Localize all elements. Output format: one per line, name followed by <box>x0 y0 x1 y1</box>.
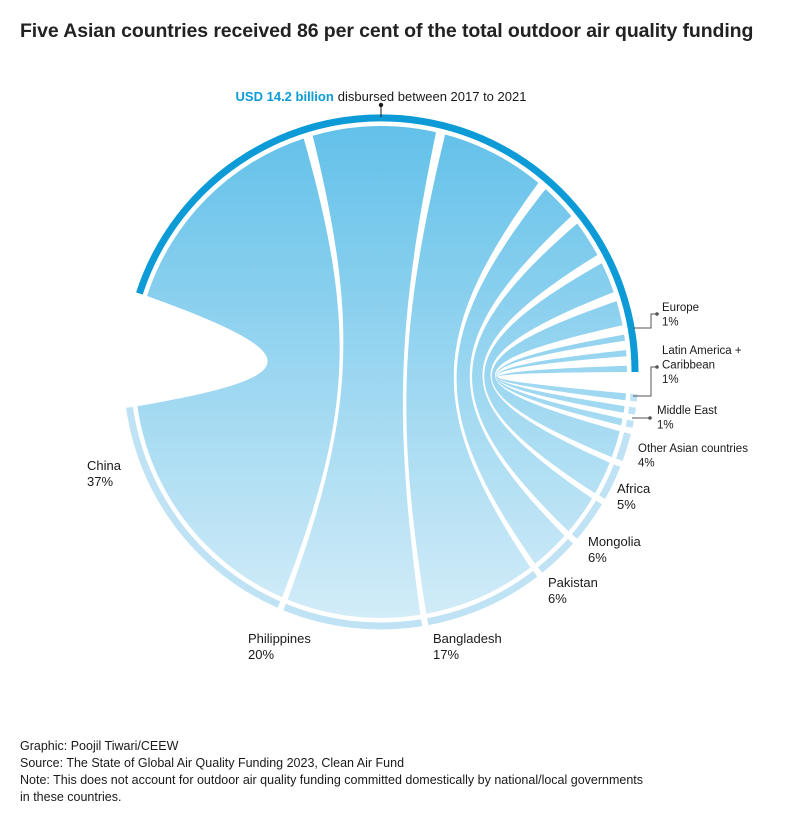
label-europe-value: 1% <box>662 317 679 329</box>
arc-bangladesh <box>427 571 538 626</box>
ribbons-group <box>137 125 627 618</box>
footer-note-line1: Note: This does not account for outdoor … <box>20 773 644 787</box>
ribbon-mongolia <box>472 223 598 532</box>
footer-note-line2: in these countries. <box>20 790 122 804</box>
label-pakistan-value: 6% <box>548 591 567 606</box>
ribbon-africa <box>484 263 614 494</box>
chord-chart: USD 14.2 billion disbursed between 2017 t… <box>87 89 748 662</box>
labels-group: China 37% Philippines 20% Bangladesh 17% Pakis… <box>87 302 748 662</box>
label-china-name: China <box>87 458 122 473</box>
source-total-arc <box>136 114 639 373</box>
label-mongolia-value: 6% <box>588 550 607 565</box>
label-latin-america-caribbean-value: 1% <box>662 374 679 386</box>
total-label-rest: disbursed between 2017 to 2021 <box>338 89 527 104</box>
label-other-asian-countries-value: 4% <box>638 458 655 470</box>
label-china: China 37% <box>87 458 122 489</box>
total-marker-dot <box>378 102 384 108</box>
label-africa: Africa 5% <box>617 481 651 512</box>
leader-dot-latin-america-caribbean <box>655 365 659 369</box>
arc-europe <box>629 393 638 402</box>
label-philippines: Philippines 20% <box>248 631 311 662</box>
label-latin-america-caribbean-name: Latin America + <box>662 345 742 357</box>
label-mongolia-name: Mongolia <box>588 534 642 549</box>
ribbon-bangladesh <box>406 134 539 614</box>
footer-graphic-credit: Graphic: Poojil Tiwari/CEEW <box>20 739 179 753</box>
total-label: USD 14.2 billion disbursed between 2017 t… <box>236 89 527 104</box>
label-other-asian-countries-name: Other Asian countries <box>638 443 748 455</box>
arc-pakistan <box>537 538 574 573</box>
total-label-highlight: USD 14.2 billion <box>236 89 334 104</box>
total-marker <box>378 102 384 117</box>
label-middle-east: Middle East 1% <box>657 405 718 432</box>
label-africa-name: Africa <box>617 481 651 496</box>
label-europe: Europe 1% <box>662 302 699 329</box>
arc-china <box>126 406 281 608</box>
label-latin-america-caribbean: Latin America + Caribbean 1% <box>662 345 742 386</box>
ribbon-pakistan <box>456 189 572 564</box>
leader-dot-europe <box>655 312 659 316</box>
leader-dot-middle-east <box>648 416 652 420</box>
arc-middle-east <box>625 419 634 428</box>
label-middle-east-name: Middle East <box>657 405 718 417</box>
ribbon-middle-east <box>495 334 625 426</box>
ribbon-latin-america-caribbean <box>496 350 627 413</box>
arcs-group <box>126 114 639 630</box>
ribbon-other-asian-countries <box>491 301 623 458</box>
label-pakistan: Pakistan 6% <box>548 575 598 606</box>
label-bangladesh: Bangladesh 17% <box>433 631 502 662</box>
label-philippines-name: Philippines <box>248 631 311 646</box>
leader-latin-america-caribbean <box>633 366 657 397</box>
footer-source: Source: The State of Global Air Quality … <box>20 756 405 770</box>
label-pakistan-name: Pakistan <box>548 575 598 590</box>
ribbon-china <box>137 138 340 598</box>
ribbon-europe <box>497 365 627 401</box>
label-middle-east-value: 1% <box>657 420 674 432</box>
footer: Graphic: Poojil Tiwari/CEEW Source: The … <box>20 738 780 806</box>
leader-europe <box>633 313 657 329</box>
chart-title: Five Asian countries received 86 per cen… <box>20 20 754 42</box>
arc-latin-america-caribbean <box>628 406 636 415</box>
ribbon-philippines <box>287 125 436 618</box>
label-bangladesh-value: 17% <box>433 647 459 662</box>
arc-philippines <box>283 603 423 630</box>
label-europe-name: Europe <box>662 302 699 314</box>
label-bangladesh-name: Bangladesh <box>433 631 502 646</box>
label-other-asian-countries: Other Asian countries 4% <box>638 443 748 470</box>
arc-mongolia <box>571 500 602 539</box>
arc-other-asian-countries <box>616 432 631 462</box>
label-latin-america-caribbean-name: Caribbean <box>662 360 715 372</box>
label-china-value: 37% <box>87 474 113 489</box>
label-philippines-value: 20% <box>248 647 274 662</box>
label-africa-value: 5% <box>617 497 636 512</box>
arc-africa <box>599 464 621 499</box>
label-mongolia: Mongolia 6% <box>588 534 642 565</box>
